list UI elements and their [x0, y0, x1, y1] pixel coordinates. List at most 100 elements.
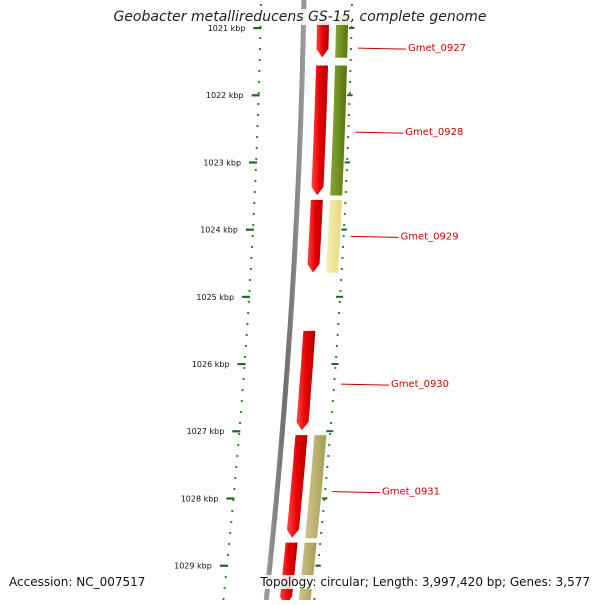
gene-label[interactable]: Gmet_0927	[408, 43, 466, 54]
outer-tick	[339, 228, 347, 231]
outer-dot	[349, 81, 352, 83]
scale-tick	[251, 94, 260, 97]
scale-dot	[223, 587, 226, 589]
outer-dot	[328, 444, 331, 446]
scale-dot	[257, 103, 260, 105]
scale-tick	[219, 564, 228, 567]
gene-arrow[interactable]	[285, 434, 309, 540]
scale-dot	[241, 389, 244, 391]
outer-ticks	[313, 27, 355, 567]
scale-tick	[232, 430, 241, 433]
scale-dot	[258, 59, 261, 61]
outer-dot	[320, 532, 323, 534]
gene-label-leader	[332, 491, 381, 494]
gene-arrow[interactable]	[310, 64, 330, 197]
outer-dot	[319, 543, 322, 545]
outer-dotted-line	[313, 4, 353, 600]
outer-dot	[338, 301, 341, 303]
scale-dot	[256, 114, 259, 116]
scale-tick-label: 1024 kbp	[200, 226, 238, 235]
outer-dot	[334, 367, 337, 369]
outer-tick	[347, 27, 355, 29]
outer-tick	[345, 94, 353, 97]
scale-dot	[247, 312, 250, 314]
scale-dot	[258, 48, 261, 50]
scale-dot	[245, 334, 248, 336]
outer-dot	[323, 499, 326, 501]
outer-dot	[340, 279, 343, 281]
scale-dot	[255, 147, 258, 149]
gene-arrow[interactable]	[315, 20, 331, 60]
gene-arrow[interactable]	[306, 198, 324, 275]
scale-dot	[249, 279, 252, 281]
outer-dot	[346, 158, 349, 160]
scale-dot	[250, 257, 253, 259]
outer-dot	[339, 290, 342, 292]
outer-dot	[324, 488, 327, 490]
scale-tick-label: 1022 kbp	[206, 91, 244, 100]
outer-tick	[320, 497, 328, 500]
outer-dot	[330, 411, 333, 413]
outer-tick	[326, 430, 334, 433]
outer-dot	[342, 246, 345, 248]
outer-tick	[313, 564, 321, 567]
outer-dot	[329, 433, 332, 435]
scale-dot	[258, 81, 261, 83]
outer-dot	[327, 455, 330, 457]
scale-dot	[228, 543, 231, 545]
feature-block	[297, 541, 318, 605]
scale-dot	[240, 400, 243, 402]
scale-dot	[246, 323, 249, 325]
scale-dot	[234, 477, 237, 479]
outer-dot	[344, 191, 347, 193]
scale-dot	[254, 180, 257, 182]
scale-dot	[227, 554, 230, 556]
outer-dot	[346, 147, 349, 149]
gene-label[interactable]: Gmet_0929	[401, 231, 459, 242]
outer-dot	[335, 356, 338, 358]
topology-text: Topology: circular; Length: 3,997,420 bp…	[260, 575, 590, 589]
gene-label[interactable]: Gmet_0928	[405, 127, 463, 138]
scale-dot	[242, 378, 245, 380]
scale-dot	[252, 224, 255, 226]
gene-label[interactable]: Gmet_0931	[382, 487, 440, 498]
scale-dot	[235, 466, 238, 468]
outer-dot	[347, 136, 350, 138]
gene-arrow[interactable]	[278, 541, 299, 605]
outer-dot	[340, 268, 343, 270]
scale-dot	[255, 158, 258, 160]
feature-block	[329, 64, 349, 197]
scale-tick	[226, 497, 235, 500]
scale-dot	[248, 290, 251, 292]
accession-text: Accession: NC_007517	[9, 575, 146, 589]
outer-dot	[344, 202, 347, 204]
feature-block	[303, 434, 328, 540]
scale-dot	[244, 345, 247, 347]
outer-dot	[349, 48, 352, 50]
outer-dot	[343, 213, 346, 215]
scale-dot	[251, 235, 254, 237]
scale-dot	[253, 191, 256, 193]
scale-ticks: 1021 kbp 1022 kbp 1023 kbp 1024 kbp 1025 kbp…	[174, 24, 262, 571]
gene-label[interactable]: Gmet_0930	[391, 379, 449, 390]
outer-dot	[349, 59, 352, 61]
scale-dot	[231, 510, 234, 512]
scale-tick	[242, 295, 251, 298]
gene-arrow[interactable]	[295, 329, 317, 433]
scale-dot	[259, 4, 262, 6]
outer-dot	[348, 103, 351, 105]
scale-dot	[244, 356, 247, 358]
scale-tick	[253, 27, 262, 30]
scale-tick-label: 1026 kbp	[192, 360, 230, 369]
scale-tick	[245, 228, 254, 231]
outer-dot	[333, 378, 336, 380]
scale-tick-label: 1025 kbp	[196, 293, 234, 302]
scale-dot	[224, 576, 227, 578]
outer-dot	[347, 125, 350, 127]
outer-tick	[343, 161, 351, 164]
scale-dot	[237, 444, 240, 446]
gene-label-leader	[355, 131, 404, 134]
outer-dot	[350, 4, 353, 6]
